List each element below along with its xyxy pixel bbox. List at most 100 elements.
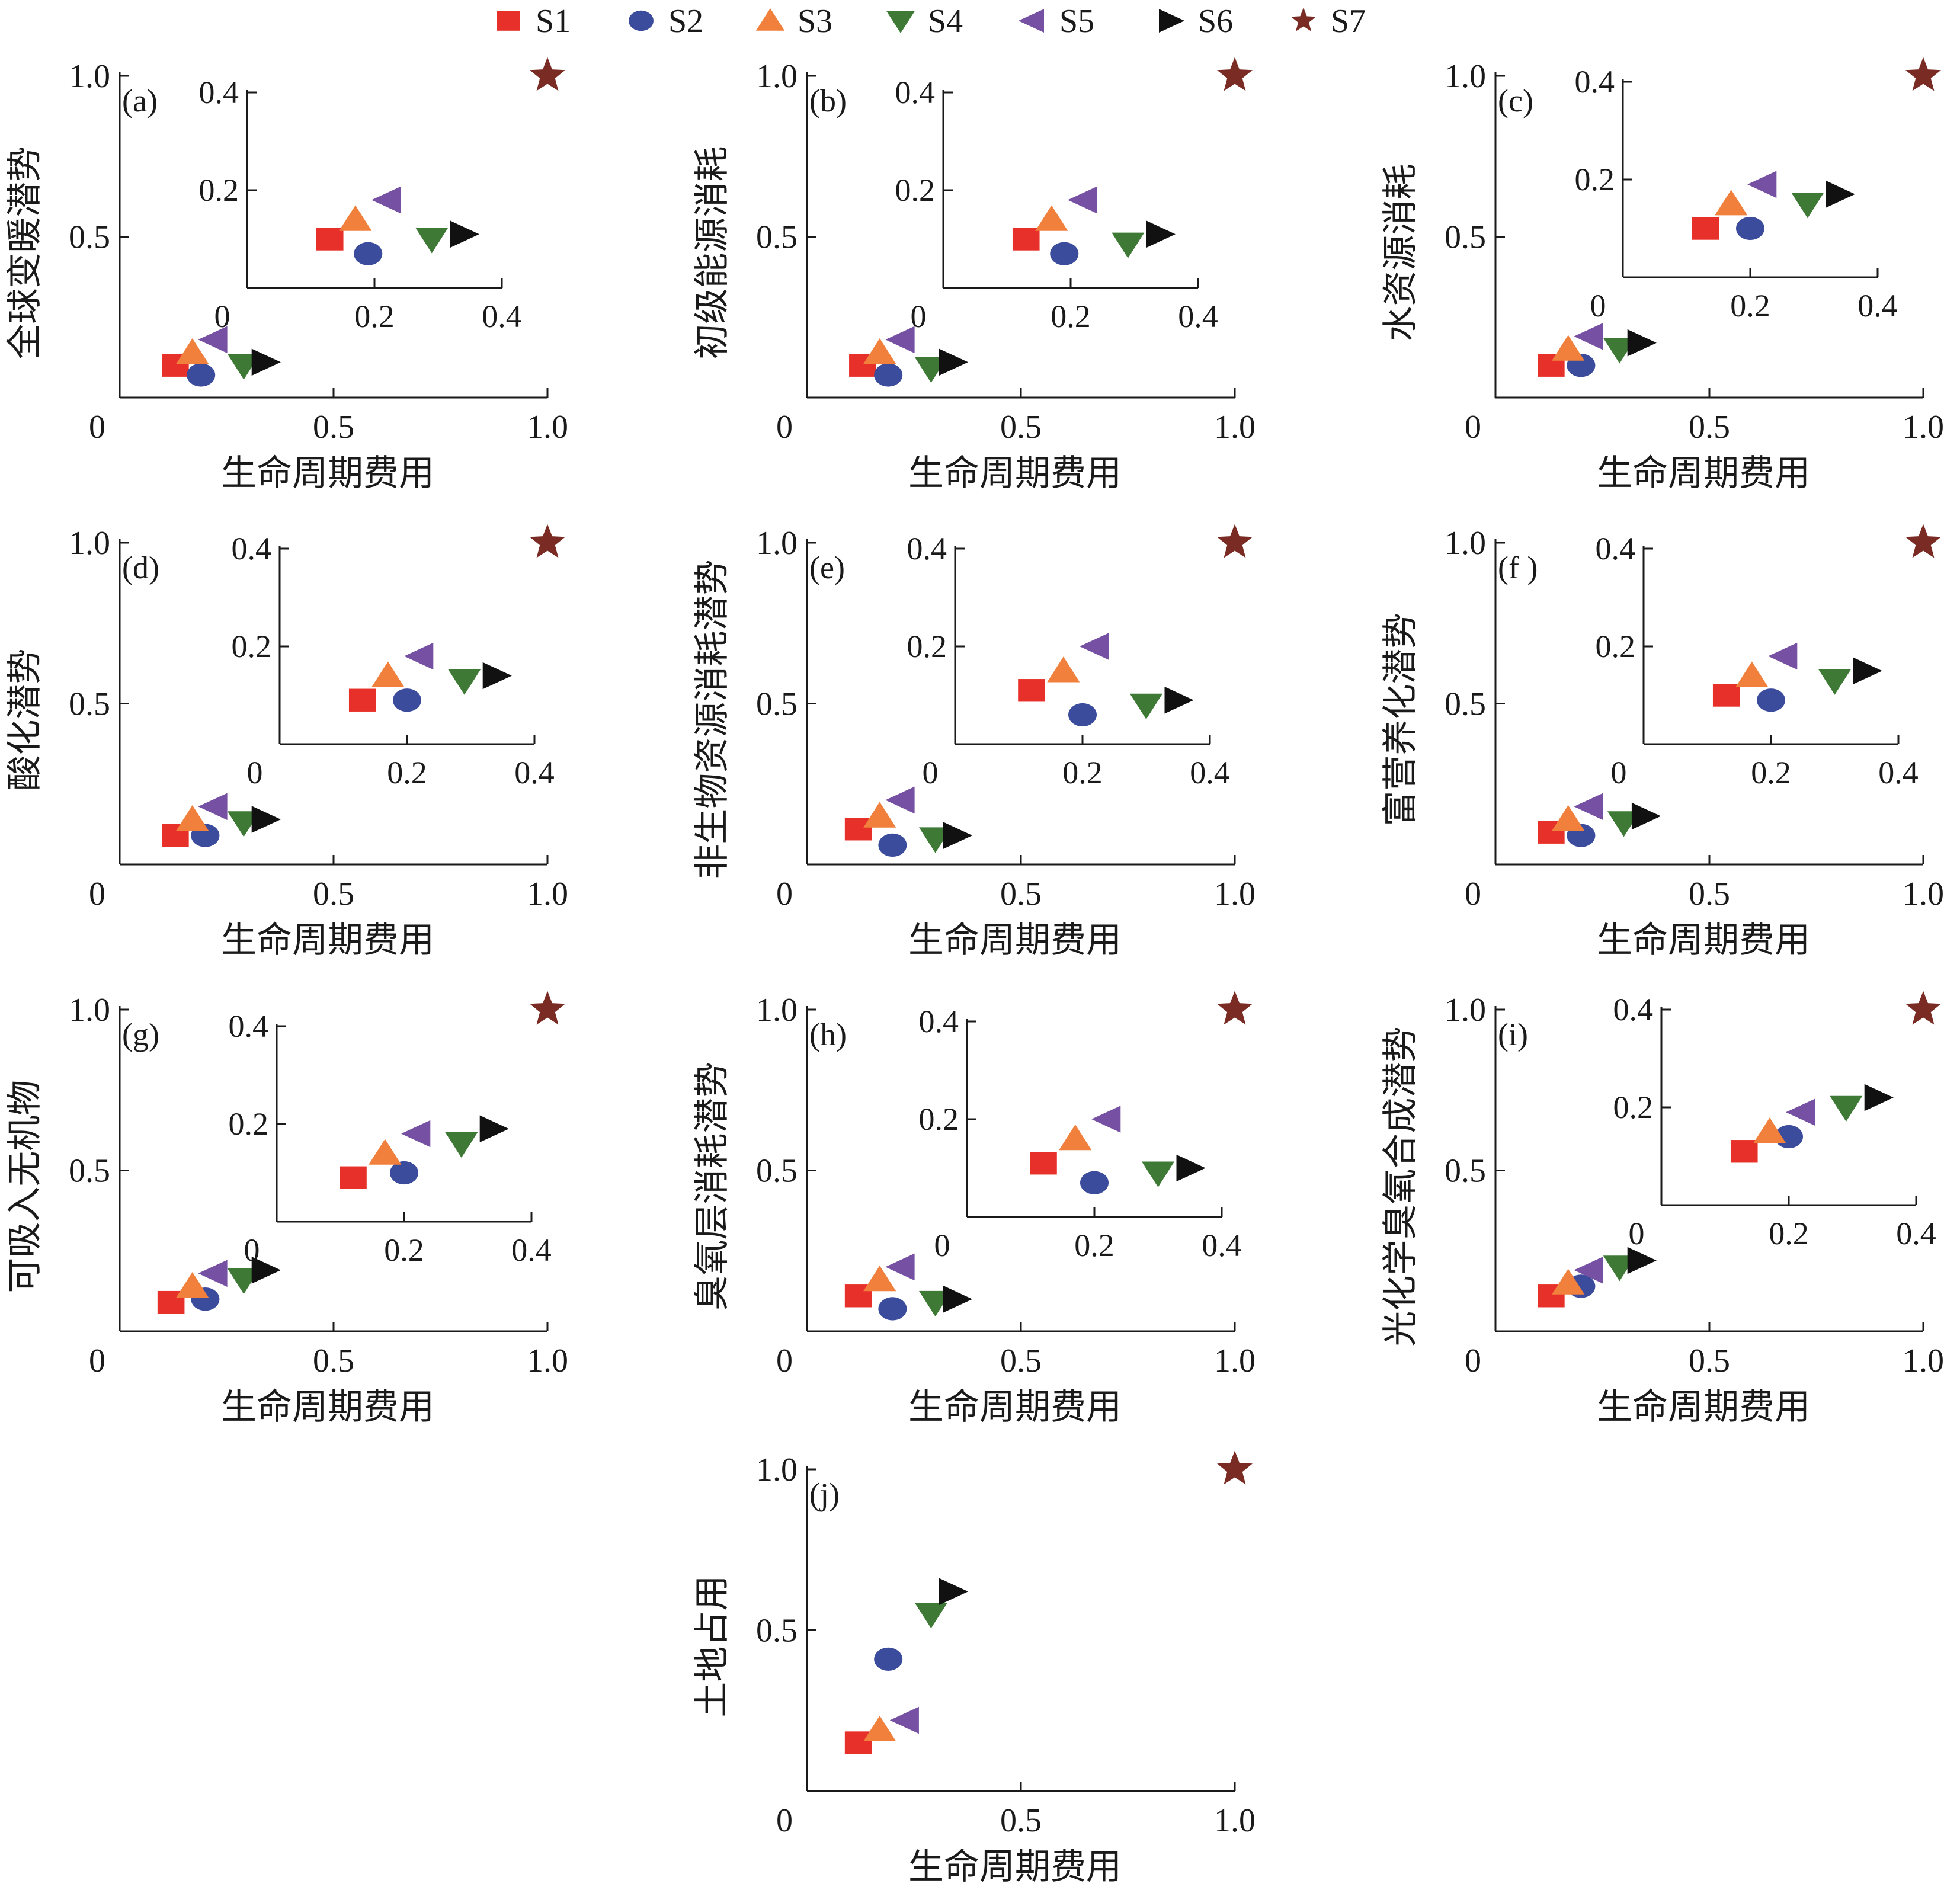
inset-y-tick-label: 0.4 [1596, 531, 1636, 566]
x-axis-title: 生命周期费用 [221, 454, 434, 493]
data-point-s7 [1217, 991, 1253, 1025]
data-point-s3 [176, 1272, 209, 1298]
inset-x-tick-label: 0.4 [482, 299, 522, 334]
x-tick-label: 0.5 [313, 876, 354, 912]
x-tick-label: 0 [776, 1802, 793, 1839]
inset-x-tick-label: 0.4 [1878, 755, 1919, 790]
legend-label: S3 [798, 3, 832, 40]
legend-item: S3 [755, 3, 832, 40]
data-point-s5 [1574, 1257, 1603, 1284]
data-point-s3 [863, 1266, 896, 1292]
x-tick-label: 0.5 [313, 409, 354, 446]
x-tick-label: 0 [89, 409, 105, 446]
inset-c: 0 0.2 0.4 0.2 0.4 [1575, 64, 1898, 323]
inset-x-tick-label: 0 [214, 299, 230, 334]
x-tick-label: 1.0 [1214, 876, 1256, 912]
y-tick-label: 0.5 [1445, 686, 1486, 723]
panel-label: (a) [122, 83, 158, 118]
data-point-s6 [1631, 802, 1661, 830]
panel-c: 0 0.5 1.0 0.5 1.0 生命周期费用 水资源消耗 (c) 0 0.2 0.4 0.2 0.4 [1381, 57, 1944, 493]
y-axis-title: 全球变暖潜势 [5, 146, 44, 360]
data-point-s5 [885, 326, 915, 354]
y-tick-label: 0.5 [1445, 1153, 1486, 1190]
inset-x-tick-label: 0.4 [1857, 288, 1898, 323]
data-point-s6 [943, 822, 973, 849]
inset-y-tick-label: 0.2 [1613, 1090, 1654, 1125]
x-tick-label: 0.5 [1000, 1343, 1042, 1379]
inset-data-point-s3 [1735, 661, 1769, 687]
y-axis-title: 土地占用 [693, 1575, 732, 1718]
x-axis-title: 生命周期费用 [908, 454, 1122, 493]
inset-data-point-s1 [1012, 228, 1040, 251]
data-point-s6 [251, 806, 281, 833]
y-tick-label: 1.0 [756, 992, 798, 1029]
x-tick-label: 0.5 [1689, 409, 1730, 446]
data-point-s3 [1552, 1268, 1585, 1295]
panel-label: (e) [809, 550, 845, 585]
x-tick-label: 0.5 [1000, 876, 1042, 912]
data-point-s2 [874, 363, 903, 387]
inset-x-tick-label: 0 [1629, 1216, 1645, 1251]
y-axis-title: 初级能源消耗 [693, 146, 732, 360]
inset-x-tick-label: 0.2 [1769, 1216, 1809, 1251]
x-tick-label: 0 [1465, 876, 1481, 912]
data-point-s5 [889, 1706, 919, 1734]
x-tick-label: 1.0 [527, 1343, 568, 1379]
inset-data-point-s6 [1853, 657, 1882, 684]
inset-data-point-s5 [1080, 633, 1109, 660]
panel-label: (j) [809, 1476, 840, 1512]
data-point-s2 [874, 1647, 903, 1671]
y-tick-label: 1.0 [756, 1452, 798, 1488]
data-point-s7 [530, 991, 565, 1025]
legend-label: S4 [928, 3, 963, 40]
data-point-s7 [530, 524, 565, 558]
data-point-s6 [251, 1257, 281, 1284]
x-tick-label: 0.5 [1689, 876, 1730, 912]
inset-y-tick-label: 0.2 [1575, 162, 1615, 197]
inset-x-tick-label: 0 [1590, 288, 1606, 323]
data-point-s4 [914, 1603, 947, 1629]
inset-data-point-s4 [1791, 193, 1824, 219]
x-tick-label: 0 [776, 876, 793, 912]
inset-data-point-s1 [316, 228, 344, 251]
x-axis-title: 生命周期费用 [908, 1388, 1122, 1427]
inset-y-tick-label: 0.2 [232, 629, 272, 664]
inset-data-point-s5 [1786, 1098, 1815, 1126]
inset-y-tick-label: 0.4 [199, 75, 239, 110]
y-axis-title: 光化学臭氧合成潜势 [1381, 1027, 1420, 1347]
inset-data-point-s1 [1712, 684, 1740, 707]
data-point-s5 [1574, 793, 1603, 821]
inset-data-point-s4 [1830, 1095, 1863, 1122]
x-tick-label: 1.0 [1903, 876, 1944, 912]
inset-h: 0 0.2 0.4 0.2 0.4 [919, 1004, 1242, 1263]
x-axis-title: 生命周期费用 [1597, 1388, 1810, 1427]
y-tick-label: 0.5 [756, 686, 798, 723]
inset-data-point-s1 [340, 1166, 367, 1189]
inset-data-point-s1 [1692, 217, 1719, 240]
inset-y-tick-label: 0.2 [1596, 629, 1636, 664]
inset-x-tick-label: 0.2 [1074, 1228, 1114, 1263]
inset-y-tick-label: 0.4 [229, 1008, 269, 1044]
inset-y-tick-label: 0.2 [229, 1106, 269, 1142]
data-point-s5 [198, 1260, 228, 1287]
data-point-s6 [1627, 329, 1657, 357]
legend-marker-s4 [886, 11, 915, 33]
inset-data-point-s2 [1068, 703, 1097, 727]
data-point-s5 [885, 786, 915, 814]
x-tick-label: 0 [89, 876, 105, 912]
inset-data-point-s3 [1059, 1125, 1092, 1151]
inset-data-point-s1 [348, 688, 376, 712]
y-tick-label: 1.0 [69, 525, 110, 562]
inset-data-point-s5 [1091, 1106, 1121, 1133]
x-tick-label: 1.0 [527, 409, 568, 446]
x-axis-title: 生命周期费用 [1597, 921, 1810, 960]
inset-y-tick-label: 0.2 [907, 629, 947, 664]
x-tick-label: 0 [89, 1343, 105, 1379]
inset-data-point-s6 [450, 220, 479, 248]
inset-data-point-s2 [1736, 216, 1764, 241]
y-tick-label: 1.0 [1445, 992, 1486, 1029]
inset-x-tick-label: 0.2 [1751, 755, 1791, 790]
legend-marker-s7 [1291, 7, 1316, 31]
panel-a: 0 0.5 1.0 0.5 1.0 生命周期费用 全球变暖潜势 (a) 0 0.2 0.4 0.2 0.… [5, 57, 568, 493]
